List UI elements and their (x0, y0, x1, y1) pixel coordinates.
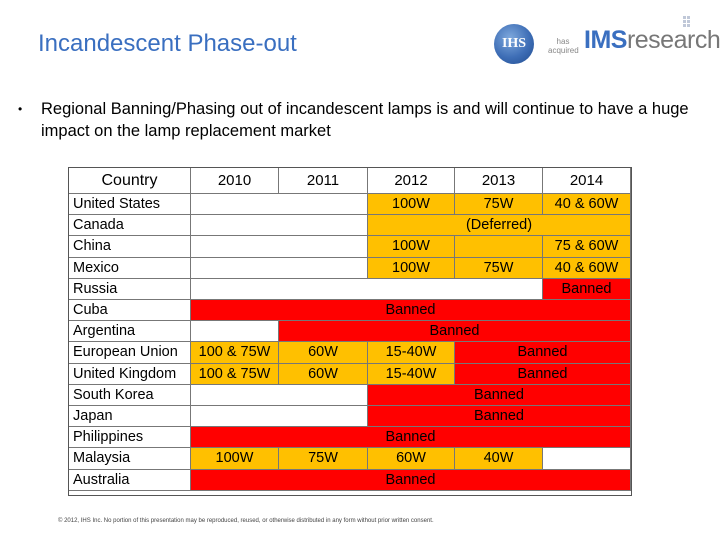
table-cell: Banned (191, 469, 631, 491)
table-cell (191, 215, 368, 237)
header-country: Country (69, 168, 191, 194)
table-cell: 15-40W (368, 363, 455, 385)
table-cell (191, 406, 368, 428)
table-row-country: Cuba (69, 300, 191, 322)
table-cell: 40 & 60W (543, 194, 631, 216)
table-row-country: European Union (69, 342, 191, 364)
table-cell: Banned (543, 278, 631, 300)
table-cell: 75W (455, 194, 543, 216)
table-cell: 75W (279, 448, 368, 470)
table-row-country: South Korea (69, 384, 191, 406)
table-row-country: Russia (69, 278, 191, 300)
ims-research-logo: IMSresearch (584, 26, 720, 55)
table-cell: 60W (279, 342, 368, 364)
table-cell: 100 & 75W (191, 342, 279, 364)
table-cell (455, 236, 543, 258)
table-cell: 60W (368, 448, 455, 470)
table-cell (191, 384, 368, 406)
header-year-2013: 2013 (455, 168, 543, 194)
has-acquired-label: has acquired (548, 37, 579, 55)
table-cell: Banned (455, 342, 631, 364)
table-cell: 100W (368, 236, 455, 258)
dots-decoration-icon (683, 16, 693, 28)
ims-logo-rest: research (626, 26, 720, 54)
table-row-country: Mexico (69, 257, 191, 279)
ims-logo-bold: IMS (584, 26, 627, 54)
table-cell (191, 194, 368, 216)
table-cell: Banned (279, 321, 631, 343)
table-cell: 15-40W (368, 342, 455, 364)
table-cell (543, 448, 631, 470)
table-cell: 75 & 60W (543, 236, 631, 258)
copyright-footer: © 2012, IHS Inc. No portion of this pres… (58, 518, 434, 524)
table-cell: 60W (279, 363, 368, 385)
table-cell: Banned (191, 427, 631, 449)
header-year-2014: 2014 (543, 168, 631, 194)
table-row-country: United Kingdom (69, 363, 191, 385)
table-cell: 100W (368, 257, 455, 279)
table-cell: 75W (455, 257, 543, 279)
table-row-country: Malaysia (69, 448, 191, 470)
ihs-logo: IHS (494, 24, 534, 64)
table-cell (191, 278, 543, 300)
slide-title: Incandescent Phase-out (38, 30, 297, 57)
table-row-country: China (69, 236, 191, 258)
table-row-country: Japan (69, 406, 191, 428)
table-cell: 40W (455, 448, 543, 470)
table-cell: (Deferred) (368, 215, 631, 237)
bullet-text: Regional Banning/Phasing out of incandes… (41, 100, 689, 140)
table-cell: 100W (368, 194, 455, 216)
header-year-2011: 2011 (279, 168, 368, 194)
table-cell: Banned (455, 363, 631, 385)
table-row-country: Australia (69, 469, 191, 491)
table-row-country: Canada (69, 215, 191, 237)
table-cell: Banned (191, 300, 631, 322)
phase-out-table: Country 2010 2011 2012 2013 2014 United States… (68, 167, 632, 496)
table-row-country: Philippines (69, 427, 191, 449)
table-cell: 100 & 75W (191, 363, 279, 385)
table-cell (191, 257, 368, 279)
table-row-country: Argentina (69, 321, 191, 343)
table-row-country: United States (69, 194, 191, 216)
table-cell (191, 236, 368, 258)
bullet-icon: • (18, 102, 23, 116)
header-year-2010: 2010 (191, 168, 279, 194)
header-year-2012: 2012 (368, 168, 455, 194)
table-cell: Banned (368, 384, 631, 406)
table-cell: 100W (191, 448, 279, 470)
table-cell (191, 321, 279, 343)
table-cell: 40 & 60W (543, 257, 631, 279)
table-cell: Banned (368, 406, 631, 428)
